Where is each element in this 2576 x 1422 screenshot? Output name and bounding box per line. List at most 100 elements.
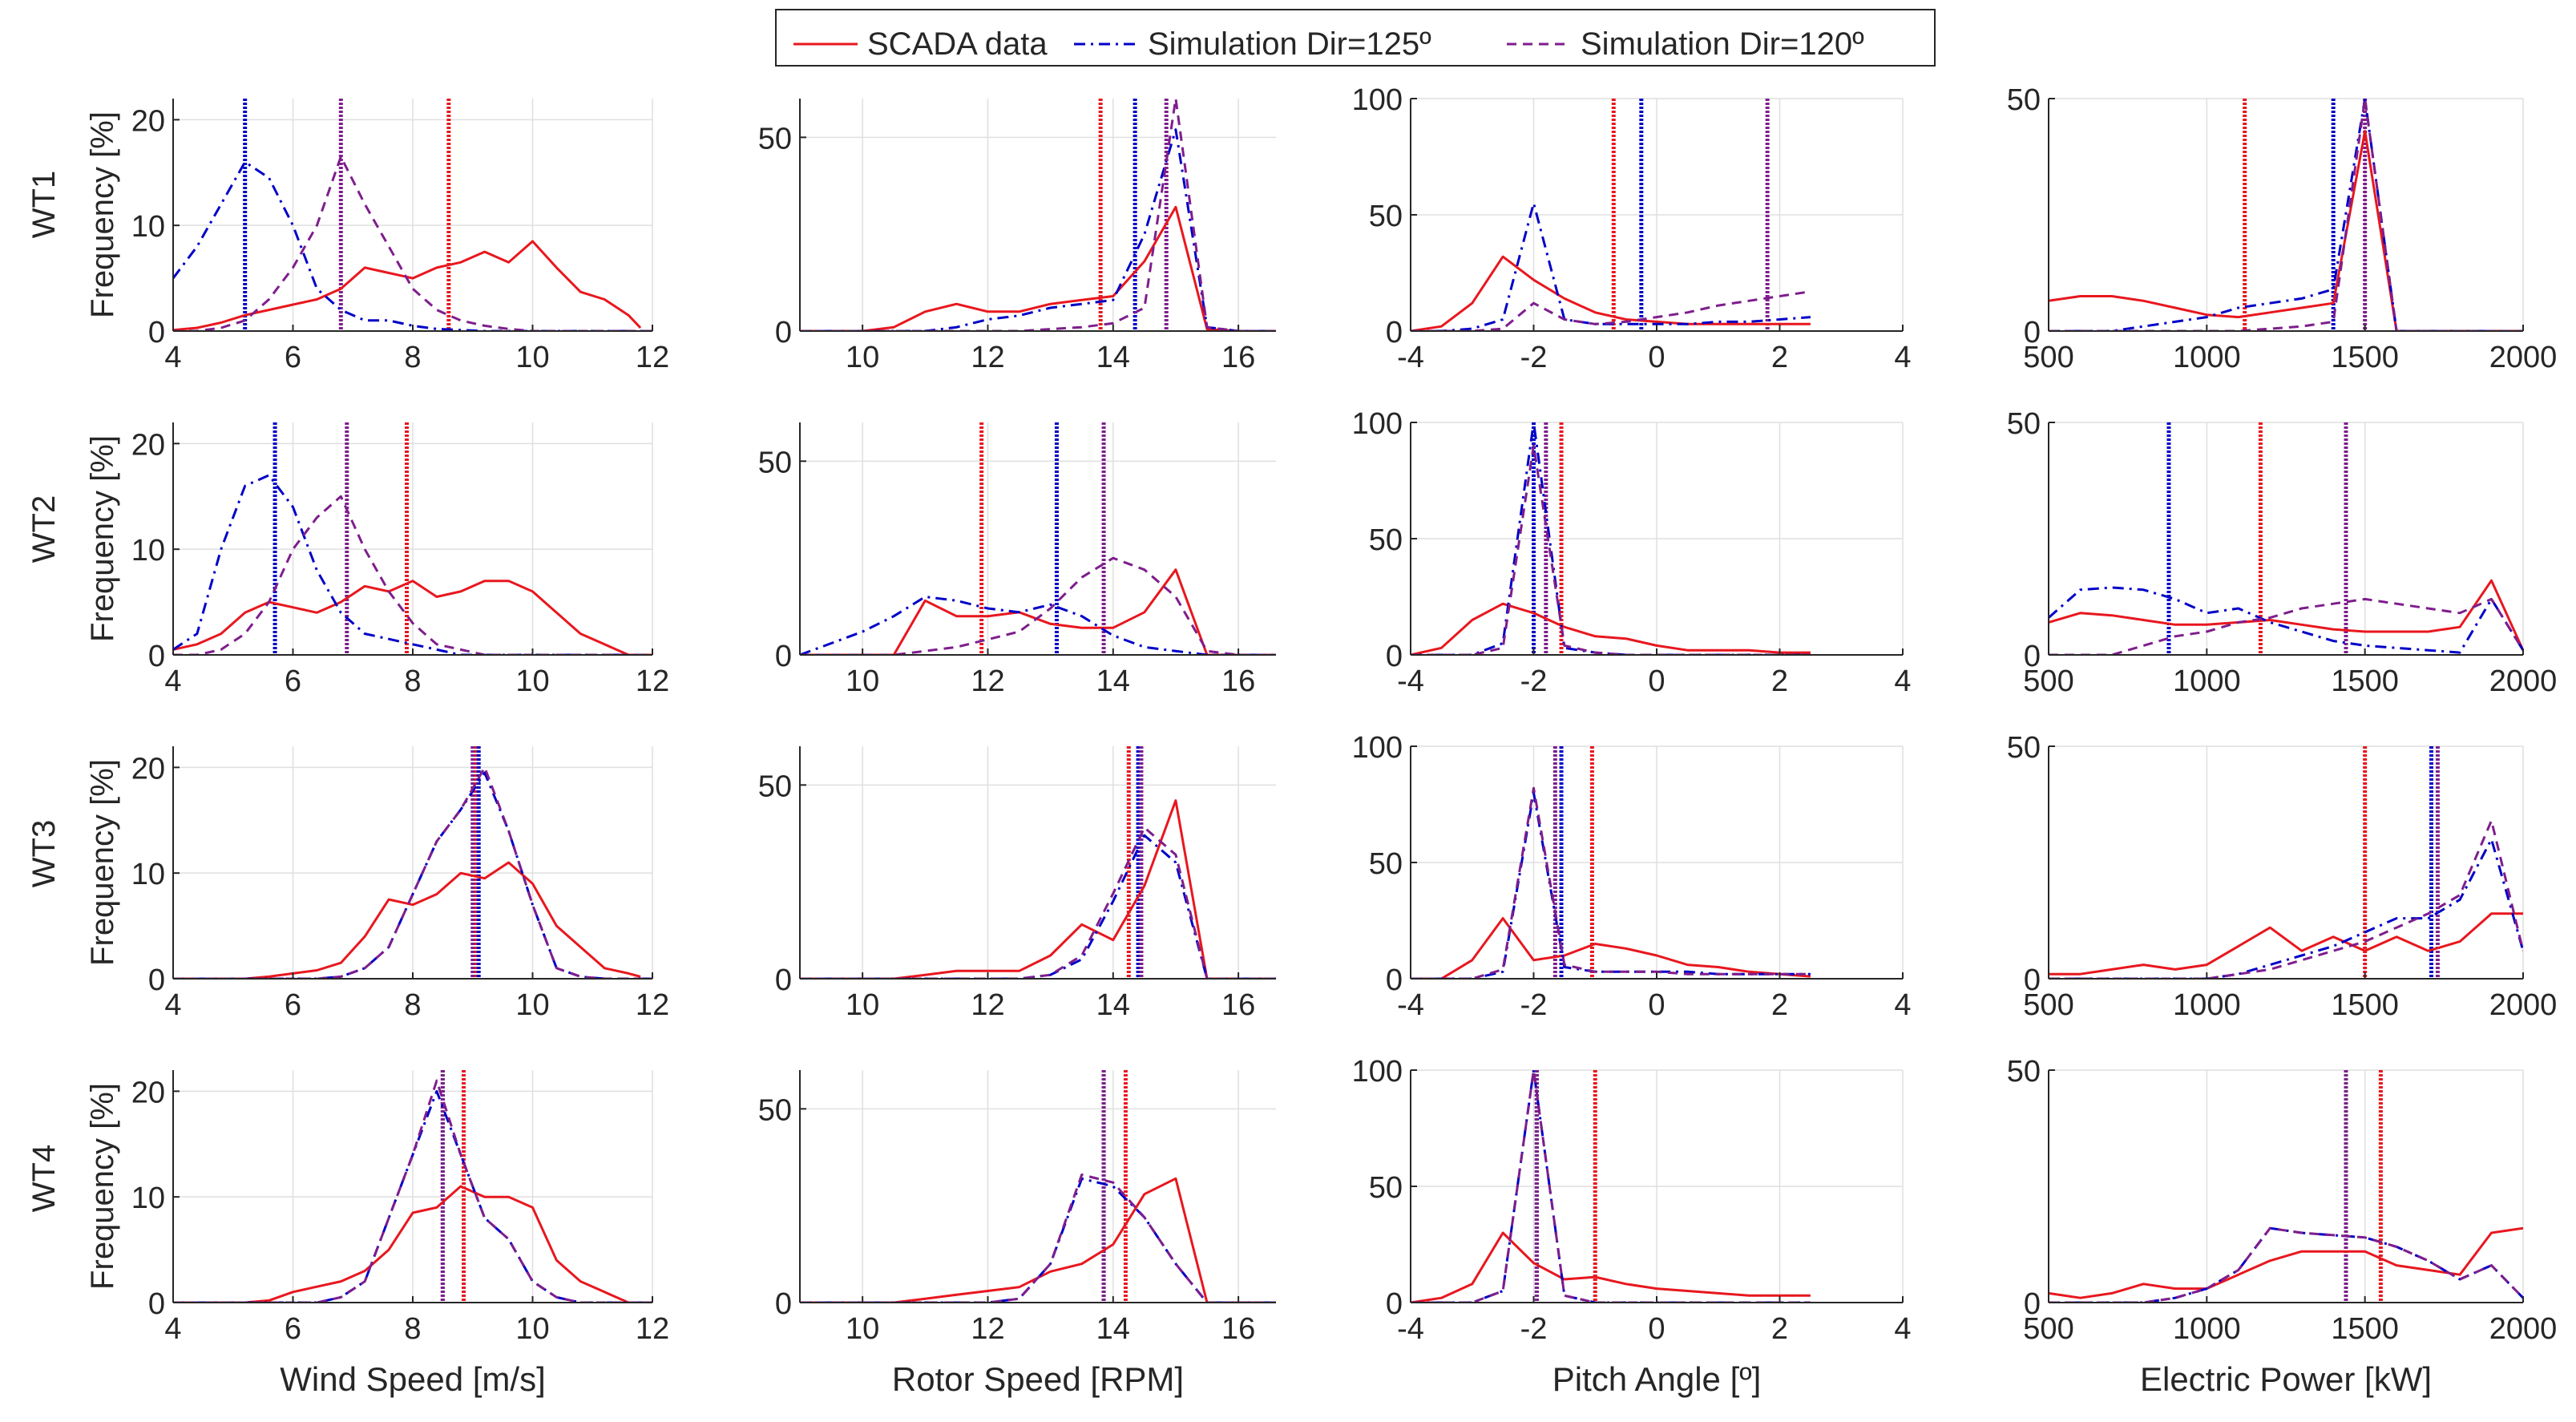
x-tick-label: -4 [1397, 1312, 1424, 1346]
y-axis-label: Frequency [%] [85, 111, 120, 318]
y-tick-label: 0 [148, 640, 165, 673]
subplot-wt2-col2: 10 12 14 16 0 50 [758, 422, 1276, 698]
row-label-wt3: WT3 [26, 820, 62, 887]
y-tick-label: 50 [2007, 1055, 2041, 1089]
x-tick-label: 1000 [2173, 341, 2241, 374]
y-tick-label: 0 [775, 963, 792, 997]
y-tick-label: 0 [148, 1287, 165, 1321]
subplot-wt1-col3: -4 -2 0 2 4 0 50 100 [1352, 83, 1912, 374]
x-tick-label: 14 [1096, 665, 1130, 698]
x-tick-label: 16 [1221, 665, 1255, 698]
mean-markers [2363, 746, 2440, 979]
x-tick-label: -2 [1520, 1312, 1548, 1346]
y-tick-label: 20 [131, 752, 165, 786]
series-group [2049, 1226, 2523, 1303]
series-line-sim120 [173, 766, 652, 979]
series-group [800, 556, 1276, 655]
y-tick-label: 0 [2024, 963, 2041, 997]
series-line-sim125 [800, 596, 1276, 655]
y-tick-label: 0 [2024, 640, 2041, 673]
x-tick-label: 4 [1894, 341, 1911, 374]
x-tick-label: 10 [846, 1312, 879, 1346]
x-tick-label: 6 [285, 665, 301, 698]
plot-area [2049, 1070, 2523, 1303]
series-line-sim120 [800, 99, 1276, 331]
y-tick-label: 20 [131, 1076, 165, 1109]
series-group [800, 1174, 1276, 1303]
plot-area [2049, 99, 2523, 331]
x-tick-label: 8 [404, 1312, 421, 1346]
y-tick-label: 50 [1369, 847, 1403, 881]
subplot-wt1-col1: 4 6 8 10 12 0 10 20 Frequency [%] [85, 99, 669, 374]
x-tick-label: 12 [971, 988, 1004, 1022]
mean-markers [243, 99, 451, 331]
x-tick-label: 6 [285, 341, 301, 374]
x-tick-label: 16 [1221, 988, 1255, 1022]
mean-markers [2166, 422, 2348, 655]
series-line-scada [1411, 255, 1811, 331]
row-labels: WT1 WT2 WT3 WT4 [26, 171, 62, 1212]
series-line-scada [800, 568, 1276, 655]
x-tick-label: 4 [1894, 988, 1911, 1022]
x-tick-label: 8 [404, 988, 421, 1022]
subplot-wt2-col1: 4 6 8 10 12 0 10 20 Frequency [%] [85, 422, 669, 698]
x-tick-label: 0 [1648, 341, 1665, 374]
mean-markers [1532, 422, 1564, 655]
x-tick-label: 14 [1096, 341, 1130, 374]
x-axis-label: Electric Power [kW] [2140, 1360, 2432, 1398]
x-tick-label: 1500 [2331, 1312, 2399, 1346]
series-line-sim120 [1411, 444, 1811, 655]
series-line-scada [800, 205, 1276, 331]
subplot-wt1-col2: 10 12 14 16 0 50 [758, 99, 1276, 374]
y-axis-label: Frequency [%] [85, 759, 120, 966]
x-tick-label: 10 [846, 665, 879, 698]
mean-markers [1611, 99, 1770, 331]
x-tick-label: 14 [1096, 988, 1130, 1022]
x-tick-label: 12 [971, 665, 1004, 698]
y-tick-label: 50 [758, 1093, 792, 1127]
x-tick-label: 12 [636, 988, 669, 1022]
x-tick-label: 1000 [2173, 988, 2241, 1022]
y-axis-label: Frequency [%] [85, 1083, 120, 1290]
y-tick-label: 10 [131, 534, 165, 568]
y-tick-label: 50 [2007, 83, 2041, 117]
row-label-wt2: WT2 [26, 495, 62, 563]
x-tick-label: 1500 [2331, 341, 2399, 374]
x-tick-label: 2 [1771, 1312, 1788, 1346]
x-axis-label: Wind Speed [m/s] [280, 1360, 545, 1398]
series-line-scada [1411, 1231, 1811, 1303]
subplot-wt4-col2: 10 12 14 16 0 50 Rotor Speed [RPM] [758, 1070, 1276, 1398]
series-line-sim120 [2049, 1226, 2523, 1303]
y-tick-label: 0 [1386, 316, 1403, 349]
series-group [173, 474, 652, 655]
y-tick-label: 50 [1369, 200, 1403, 233]
mean-markers [2344, 1070, 2383, 1303]
x-tick-label: -2 [1520, 665, 1548, 698]
x-tick-label: 8 [404, 341, 421, 374]
x-tick-label: 500 [2023, 341, 2073, 374]
series-line-sim120 [1411, 1070, 1811, 1303]
row-label-wt1: WT1 [26, 171, 62, 238]
series-line-sim125 [173, 1089, 652, 1303]
x-tick-label: 2 [1771, 988, 1788, 1022]
x-tick-label: 500 [2023, 988, 2073, 1022]
x-tick-label: 10 [515, 341, 549, 374]
y-tick-label: 0 [148, 316, 165, 349]
x-tick-label: 4 [1894, 665, 1911, 698]
x-tick-label: 12 [971, 341, 1004, 374]
y-tick-label: 50 [2007, 731, 2041, 765]
x-tick-label: 10 [846, 988, 879, 1022]
x-tick-label: 2000 [2489, 1312, 2558, 1346]
x-tick-label: 12 [971, 1312, 1004, 1346]
y-tick-label: 0 [2024, 1287, 2041, 1321]
plot-area [2049, 422, 2523, 655]
series-group [1411, 1070, 1811, 1303]
subplot-wt3-col2: 10 12 14 16 0 50 [758, 746, 1276, 1022]
x-tick-label: 12 [636, 341, 669, 374]
x-tick-label: 0 [1648, 1312, 1665, 1346]
row-label-wt4: WT4 [26, 1145, 62, 1212]
x-tick-label: -4 [1397, 665, 1424, 698]
subplot-wt3-col4: 500 1000 1500 2000 0 50 [2007, 731, 2558, 1022]
